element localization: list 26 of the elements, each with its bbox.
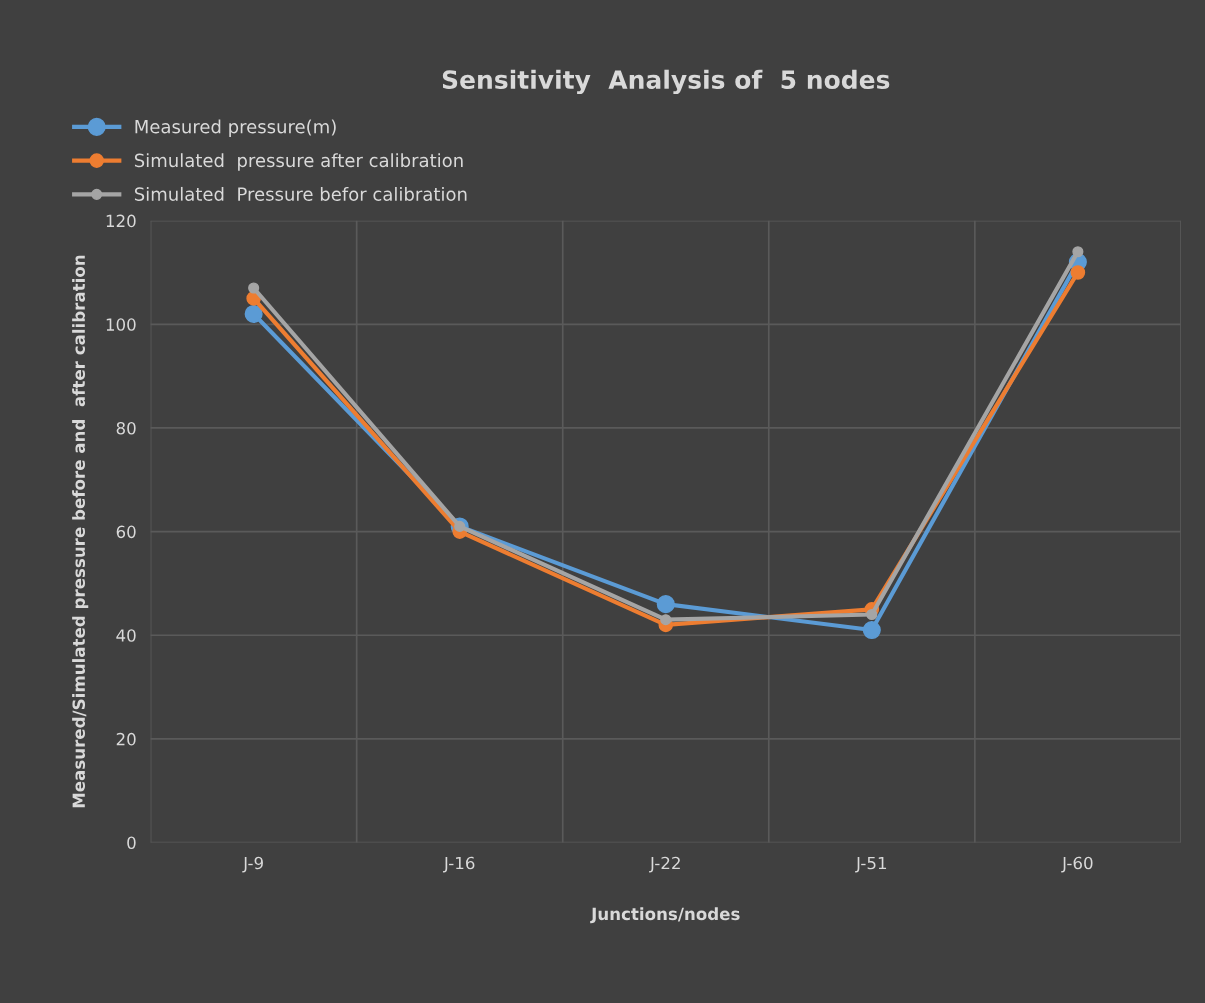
x-tick-label: J-60 <box>1061 856 1093 873</box>
point <box>1072 246 1084 258</box>
point <box>1070 265 1086 280</box>
x-tick-label: J-51 <box>855 856 887 873</box>
point <box>656 595 675 614</box>
x-tick-label: J-22 <box>649 856 680 873</box>
y-tick-label: 20 <box>116 732 136 746</box>
point <box>862 621 881 640</box>
x-tick-label: J-9 <box>242 856 263 873</box>
y-tick-label: 80 <box>116 421 136 435</box>
legend-label: Simulated Pressure befor calibration <box>134 186 467 201</box>
y-axis-title: Measured/Simulated pressure before and after calibration <box>72 255 89 808</box>
y-tick-label: 100 <box>106 318 136 331</box>
chart-title: Sensitivity Analysis of 5 nodes <box>442 69 890 95</box>
point <box>660 614 672 626</box>
x-axis-title: Junctions/nodes <box>590 907 740 924</box>
y-tick-label: 40 <box>116 629 136 642</box>
point <box>866 608 878 621</box>
y-tick-label: 0 <box>127 836 136 850</box>
x-tick-label: J-16 <box>443 856 475 873</box>
legend-label: Measured pressure(m) <box>135 119 336 137</box>
y-tick-label: 120 <box>106 214 136 228</box>
legend-label: Simulated pressure after calibration <box>134 153 463 171</box>
point <box>248 282 260 294</box>
y-tick-label: 60 <box>116 525 136 539</box>
point <box>244 304 263 323</box>
